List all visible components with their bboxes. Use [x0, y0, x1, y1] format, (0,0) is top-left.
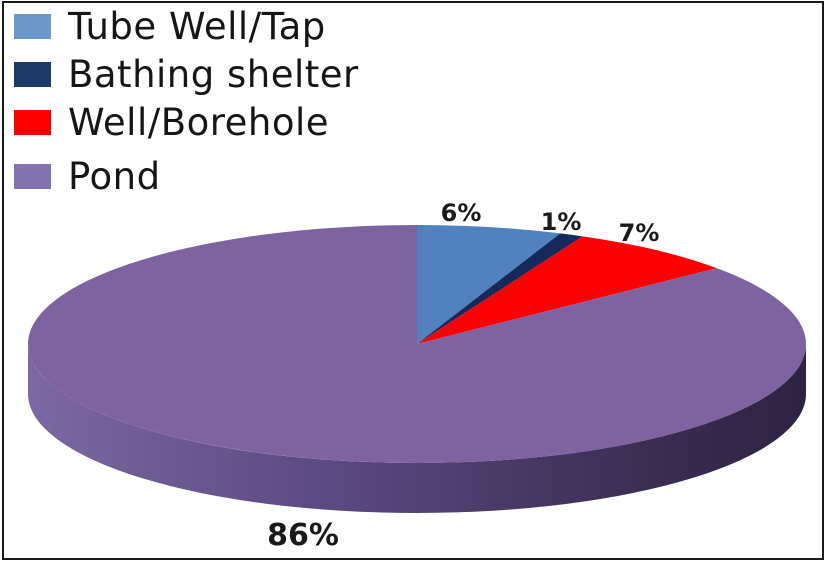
legend-item-tube-well-tap: Tube Well/Tap: [14, 6, 359, 47]
legend-item-bathing-shelter: Bathing shelter: [14, 54, 359, 95]
legend-swatch-well-borehole: [14, 110, 51, 135]
pie-slice-pond: [27, 224, 806, 464]
pie-side-wall: [28, 344, 806, 513]
legend-label-tube-well-tap: Tube Well/Tap: [68, 5, 326, 48]
slice-label-pond: 86%: [267, 518, 339, 553]
legend-item-well-borehole: Well/Borehole: [14, 102, 359, 143]
legend-swatch-pond: [14, 164, 51, 189]
slice-label-well-borehole: 7%: [618, 219, 660, 247]
pie-slice-well-borehole: [417, 236, 717, 344]
pie-slice-bathing-shelter: [417, 233, 583, 344]
legend-label-well-borehole: Well/Borehole: [68, 101, 330, 144]
slice-label-tube-well-tap: 6%: [440, 199, 482, 227]
chart-legend: Tube Well/Tap Bathing shelter Well/Boreh…: [14, 6, 359, 204]
legend-item-pond: Pond: [14, 156, 359, 197]
legend-swatch-bathing-shelter: [14, 62, 51, 87]
slice-label-bathing-shelter: 1%: [540, 208, 582, 236]
legend-label-bathing-shelter: Bathing shelter: [68, 53, 359, 96]
legend-label-pond: Pond: [68, 155, 161, 198]
legend-swatch-tube-well-tap: [14, 14, 51, 39]
pie-slice-tube-well-tap: [417, 225, 561, 344]
